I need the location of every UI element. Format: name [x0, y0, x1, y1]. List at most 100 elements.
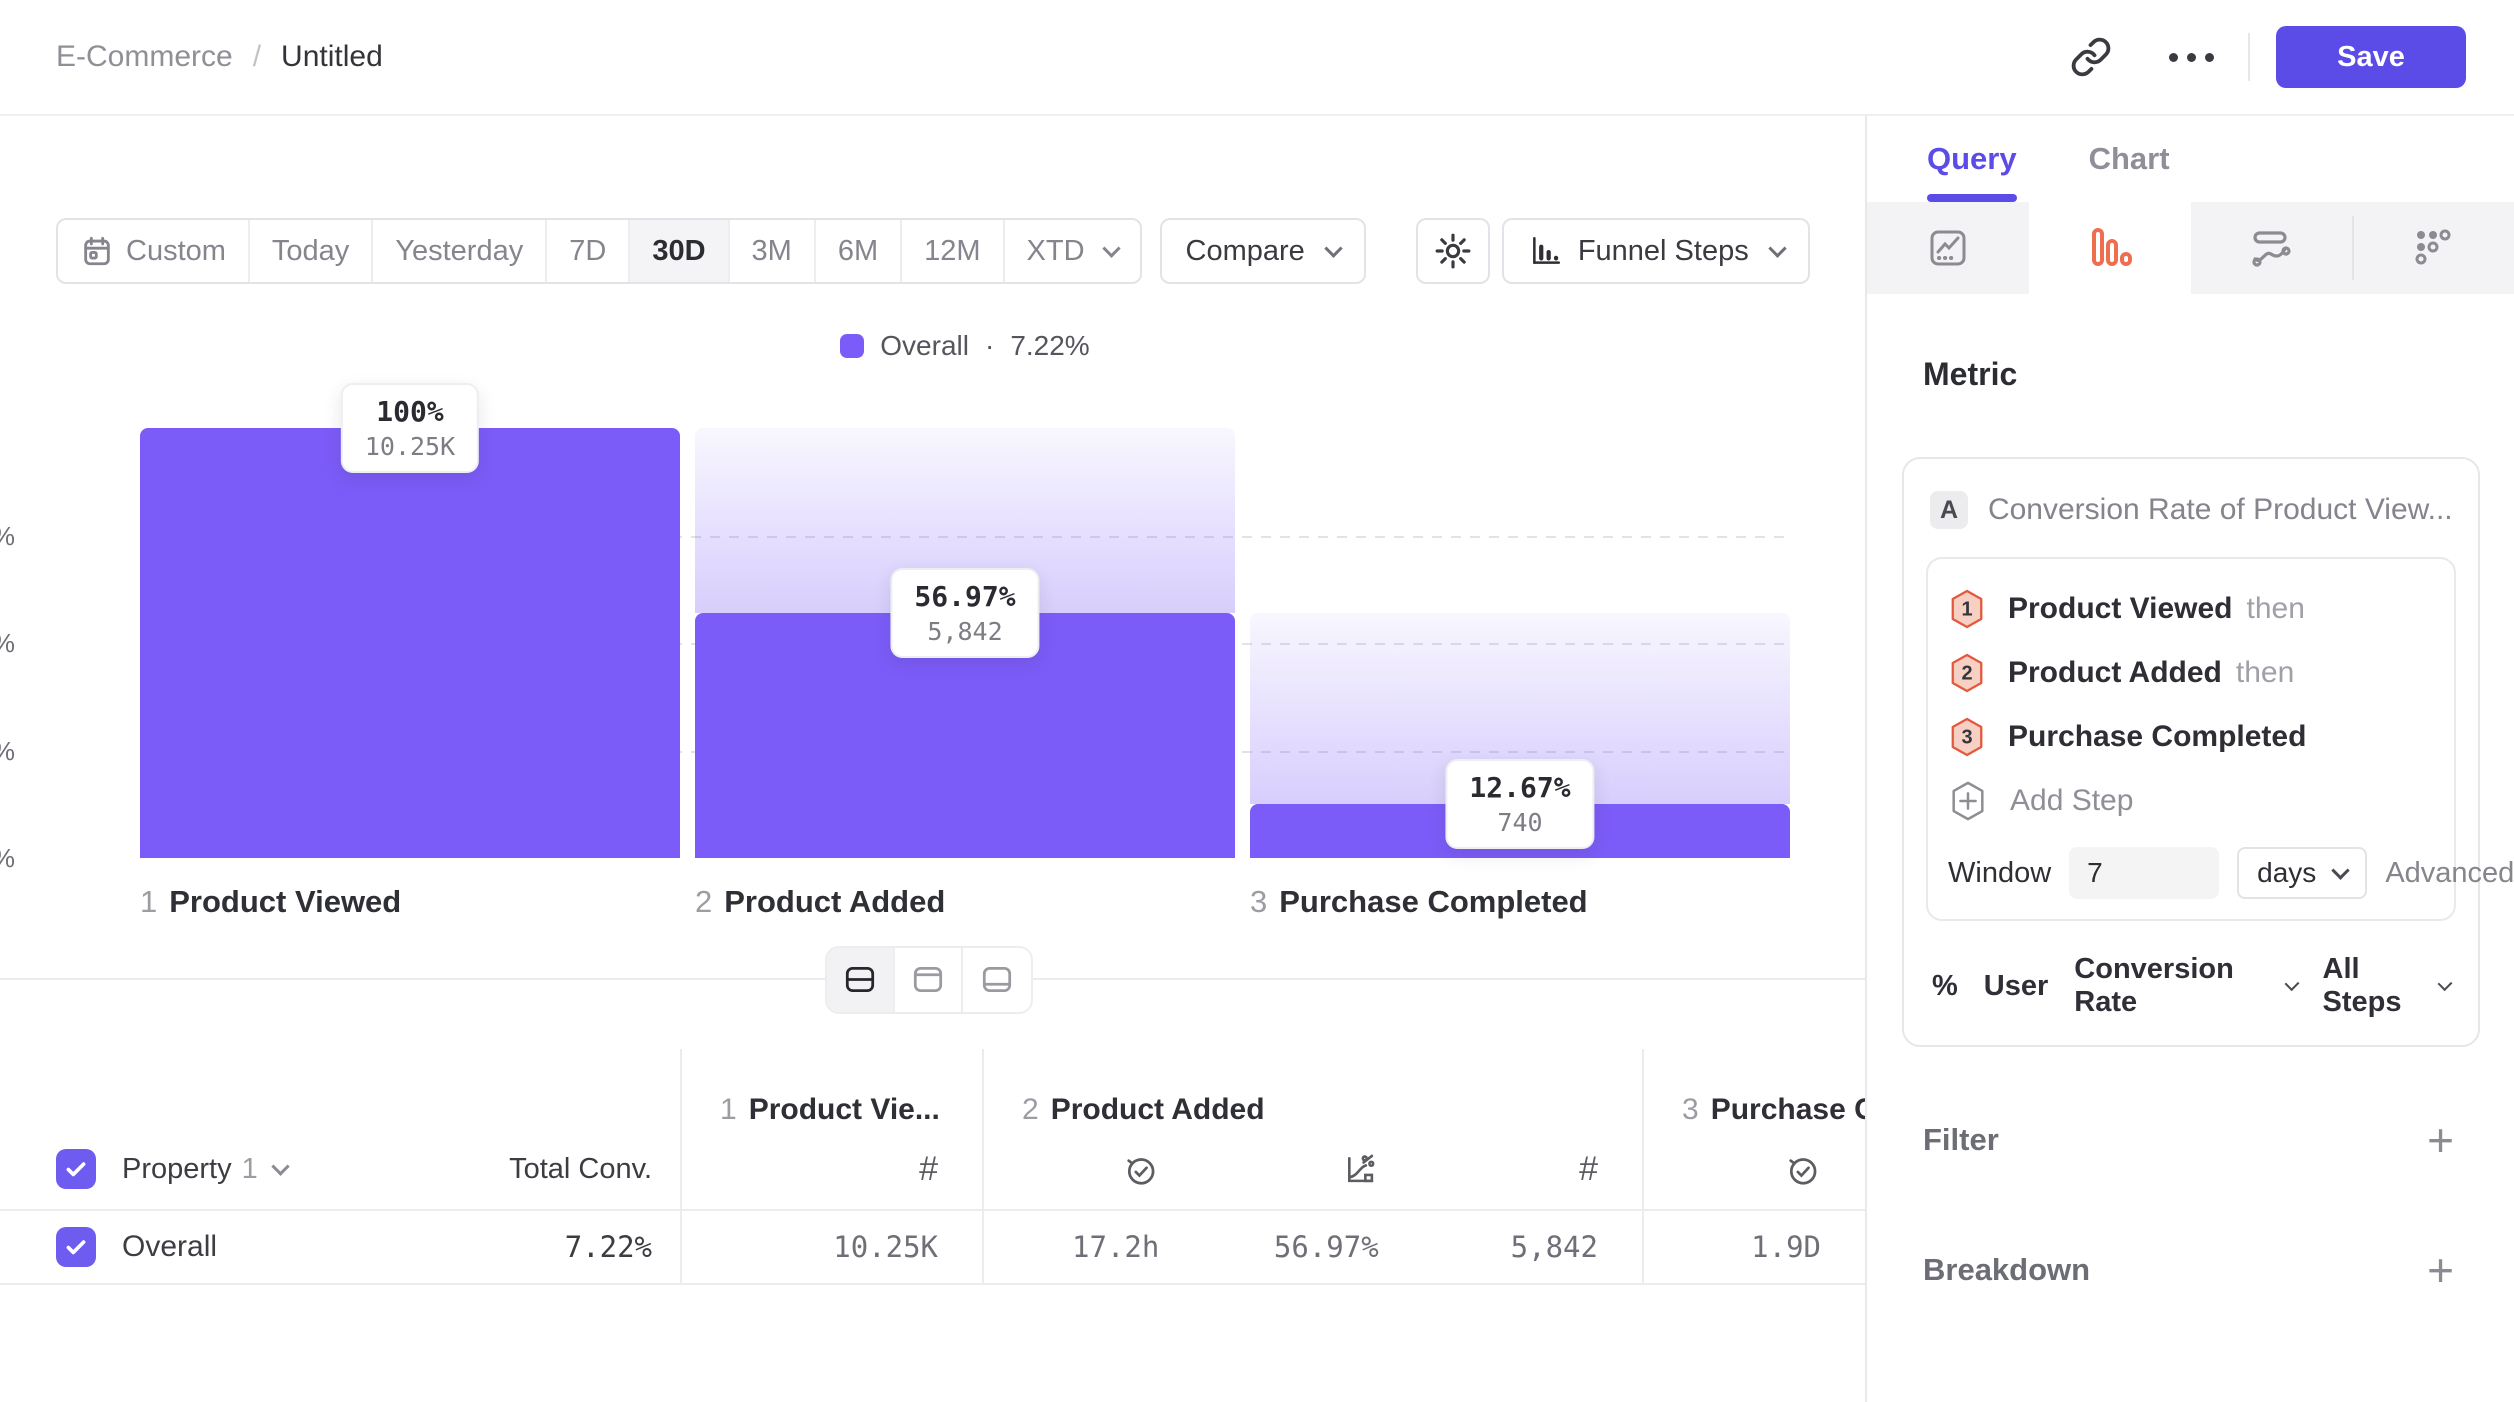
svg-text:1: 1: [1961, 599, 1972, 621]
range-12m[interactable]: 12M: [902, 220, 1005, 282]
select-all-checkbox[interactable]: [56, 1149, 96, 1189]
tab-query[interactable]: Query: [1927, 116, 2017, 202]
step-number: 2: [695, 884, 713, 919]
metric-name-row[interactable]: A Conversion Rate of Product View...: [1926, 485, 2456, 537]
funnel-step-1[interactable]: 1 Product Viewed then: [1948, 577, 2434, 641]
step-event-name: Product Viewed: [2008, 592, 2233, 625]
table-value: 10.25K: [833, 1230, 938, 1264]
range-label: 30D: [652, 234, 706, 267]
count-metric-header[interactable]: #: [682, 1129, 982, 1209]
range-6m[interactable]: 6M: [816, 220, 903, 282]
row-checkbox[interactable]: [56, 1227, 96, 1267]
range-custom[interactable]: Custom: [58, 220, 250, 282]
compare-button[interactable]: Compare: [1159, 218, 1366, 284]
add-breakdown-button[interactable]: +: [2427, 1244, 2454, 1296]
window-unit-select[interactable]: days: [2237, 847, 2368, 899]
range-30d[interactable]: 30D: [630, 220, 730, 282]
metric-icons-col-3: [1642, 1129, 1865, 1209]
bar-tooltip-step-3: 12.67% 740: [1445, 758, 1595, 849]
total-conv-header[interactable]: Total Conv.: [509, 1152, 652, 1185]
advanced-dropdown[interactable]: Advanced: [2385, 857, 2514, 890]
layout-toggle-chart-only[interactable]: [895, 948, 963, 1012]
legend-value: 7.22%: [1010, 330, 1090, 361]
range-3m[interactable]: 3M: [730, 220, 816, 282]
layout-toggle-split[interactable]: [827, 948, 895, 1012]
x-axis-label-step-1: 1 Product Viewed: [140, 884, 401, 920]
chevron-down-icon: [2331, 860, 2351, 880]
column-step-number: 1: [720, 1093, 737, 1126]
range-xtd[interactable]: XTD: [1005, 220, 1140, 282]
breadcrumb-parent[interactable]: E-Commerce: [56, 40, 233, 73]
chevron-down-icon[interactable]: [271, 1156, 290, 1176]
funnel-step-2[interactable]: 2 Product Added then: [1948, 641, 2434, 705]
table-data-row: Overall 7.22% 10.25K 17.2h 56.97% 5,842 1.9D: [0, 1211, 1865, 1285]
chart-type-tab-retention-grid[interactable]: [2352, 202, 2514, 294]
chart-settings-button[interactable]: [1415, 218, 1490, 284]
tab-chart[interactable]: Chart: [2088, 141, 2170, 176]
window-row: Window days Advanced: [1948, 847, 2514, 899]
funnel-bar-step-1[interactable]: [140, 428, 680, 858]
conversion-rate-icon: [1347, 1154, 1375, 1183]
funnel-step-3[interactable]: 3 Purchase Completed: [1948, 705, 2434, 769]
column-header-2[interactable]: 2 Product Added: [982, 1049, 1642, 1129]
query-panel: Query Chart Metric A Conversion Rate of P…: [1865, 116, 2514, 1402]
metric-heading: Metric: [1923, 356, 2018, 392]
step-event-name: Purchase Completed: [2008, 720, 2307, 753]
table-value: 56.97%: [1273, 1230, 1379, 1264]
total-conv-value: 7.22%: [564, 1230, 652, 1264]
measure-symbol[interactable]: %: [1932, 969, 1958, 1002]
time-metric-header[interactable]: [1644, 1129, 1865, 1209]
more-options-button[interactable]: [2169, 52, 2214, 62]
range-label: XTD: [1026, 234, 1085, 267]
chart-type-label: Funnel Steps: [1577, 234, 1749, 267]
range-yesterday[interactable]: Yesterday: [373, 220, 548, 282]
range-today[interactable]: Today: [250, 220, 374, 282]
chart-type-tab-stream[interactable]: [2191, 202, 2353, 294]
metric-name: Conversion Rate of Product View...: [1987, 493, 2452, 526]
range-label: 7D: [569, 234, 607, 267]
count-metric-header[interactable]: #: [1423, 1129, 1642, 1209]
funnel-chart-icon: [2091, 228, 2132, 266]
property-index: 1: [241, 1152, 258, 1185]
chart-type-button[interactable]: Funnel Steps: [1501, 218, 1810, 284]
retention-grid-icon: [2415, 229, 2451, 265]
property-label[interactable]: Property: [122, 1152, 232, 1185]
save-button[interactable]: Save: [2276, 26, 2466, 88]
column-step-number: 3: [1682, 1093, 1699, 1126]
window-value-input[interactable]: [2069, 847, 2220, 899]
table-value: 5,842: [1510, 1230, 1598, 1264]
add-filter-button[interactable]: +: [2427, 1114, 2454, 1166]
step-name: Purchase Completed: [1279, 884, 1588, 919]
row-label[interactable]: Overall: [122, 1230, 218, 1263]
layout-toggle-table-only[interactable]: [963, 948, 1031, 1012]
add-step-hexagon-plus-icon: [1952, 781, 1984, 821]
measure-entity[interactable]: User: [1983, 969, 2049, 1002]
column-header-3[interactable]: 3 Purchase C: [1642, 1049, 1865, 1129]
share-link-button[interactable]: [2059, 25, 2123, 89]
add-step-button[interactable]: Add Step: [1948, 769, 2434, 833]
measure-metric-dropdown[interactable]: Conversion Rate: [2074, 953, 2299, 1019]
chart-type-tab-line-chart[interactable]: [1867, 202, 2029, 294]
filter-section: Filter +: [1923, 1117, 2458, 1163]
checkmark-icon: [66, 1240, 86, 1255]
table-subheader-row: Property 1 Total Conv. # #: [0, 1129, 1865, 1211]
chart-legend[interactable]: Overall · 7.22%: [140, 330, 1790, 362]
line-chart-icon: [1930, 230, 1966, 266]
panel-body: Metric A Conversion Rate of Product View…: [1867, 294, 2514, 1293]
measure-scope-dropdown[interactable]: All Steps: [2323, 953, 2453, 1019]
column-step-title: Purchase C: [1710, 1093, 1865, 1126]
step-then-suffix: then: [2246, 592, 2305, 625]
date-range-group: Custom Today Yesterday 7D 30D 3M 6M 12M XTD: [56, 218, 1142, 284]
column-header-1[interactable]: 1 Product Vie...: [680, 1049, 982, 1129]
time-metric-header[interactable]: [984, 1129, 1203, 1209]
metric-icons-col-1: #: [680, 1129, 982, 1209]
value-col-2: 17.2h 56.97% 5,842: [982, 1211, 1642, 1283]
page-title[interactable]: Untitled: [281, 40, 383, 73]
range-7d[interactable]: 7D: [547, 220, 631, 282]
chart-toolbar: Custom Today Yesterday 7D 30D 3M 6M 12M XTD Comp…: [56, 218, 1810, 284]
range-label: 12M: [924, 234, 981, 267]
rate-metric-header[interactable]: [1203, 1129, 1422, 1209]
link-icon: [2071, 37, 2111, 77]
chart-type-tab-funnel[interactable]: [2028, 202, 2191, 294]
